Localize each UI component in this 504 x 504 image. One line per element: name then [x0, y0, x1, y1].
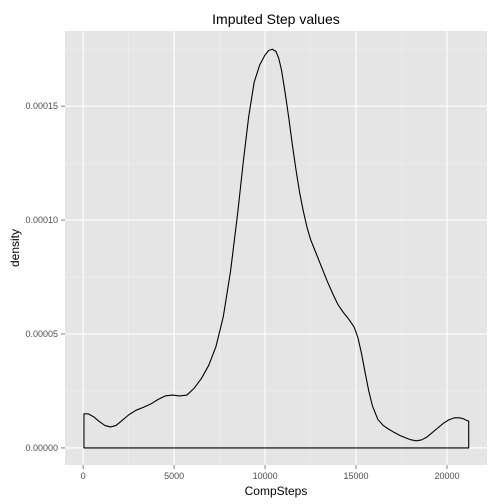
x-tick-label: 20000 — [434, 471, 459, 481]
y-tick-label: 0.00010 — [25, 215, 58, 225]
x-tick-label: 15000 — [344, 471, 369, 481]
density-series — [83, 48, 470, 449]
plot-panel — [65, 31, 487, 465]
chart-title: Imputed Step values — [212, 11, 340, 27]
x-axis-title: CompSteps — [245, 484, 308, 498]
y-tick-label: 0.00015 — [25, 101, 58, 111]
y-axis-title: density — [8, 229, 22, 267]
x-tick-label: 0 — [81, 471, 86, 481]
minor-gridlines — [65, 31, 487, 465]
axis-ticks — [61, 105, 448, 469]
x-tick-label: 10000 — [253, 471, 278, 481]
y-tick-label: 0.00000 — [25, 443, 58, 453]
x-tick-label: 5000 — [164, 471, 184, 481]
y-axis-tick-labels: 0.00000 0.00005 0.00010 0.00015 — [25, 101, 58, 453]
x-axis-tick-labels: 0 5000 10000 15000 20000 — [81, 471, 460, 481]
y-tick-label: 0.00005 — [25, 329, 58, 339]
density-line-0 — [83, 48, 470, 449]
